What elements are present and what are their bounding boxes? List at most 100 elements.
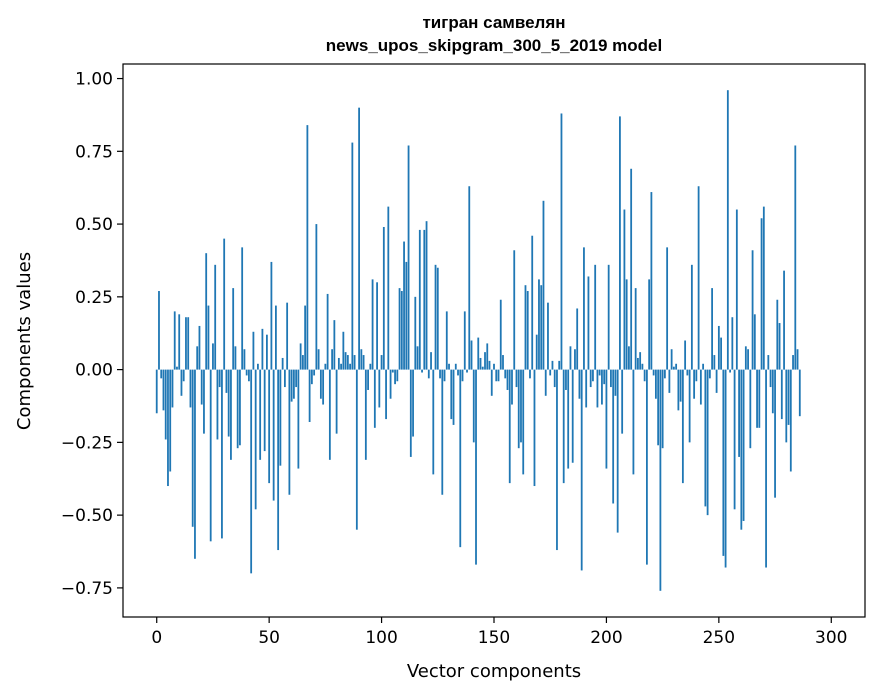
bar [663,369,666,379]
bar [221,369,223,539]
bar [634,288,637,370]
bar [549,369,552,376]
bar [520,369,522,443]
bar [333,320,336,370]
bar [283,369,286,388]
bar [212,343,214,370]
bar [499,299,502,370]
bar [751,250,754,370]
bar [681,369,684,484]
bar [436,267,439,370]
x-tick-label: 100 [365,628,397,648]
bar [648,279,651,370]
bar [668,369,671,393]
bar [425,221,428,370]
bar [488,360,491,370]
bar [421,369,423,373]
bar [587,276,590,370]
bar [243,349,246,370]
bar [155,369,158,414]
bar [331,349,334,370]
bar [340,363,342,370]
bar [344,352,347,370]
bar [621,369,624,434]
bar [373,369,376,428]
bar [371,279,374,370]
bar [612,369,615,504]
bar [463,311,466,370]
bar [508,369,511,484]
bar [315,224,318,370]
bar [279,369,282,466]
bar [434,264,437,370]
bar [191,369,194,527]
x-tick-label: 300 [815,628,847,648]
bar [457,369,459,376]
bar [461,369,464,382]
bar [753,314,756,370]
bar [762,206,765,370]
x-axis-label: Vector components [407,661,581,682]
bar [203,369,205,434]
bar [196,346,199,370]
bar [765,369,767,568]
bar [414,296,417,370]
bar [448,363,450,370]
x-tick-label: 150 [478,628,510,648]
bar [450,369,453,420]
bar [288,369,291,495]
chart-subtitle: news_upos_skipgram_300_5_2019 model [326,36,662,55]
bar [792,355,794,370]
bar [176,366,178,370]
bar [735,209,738,370]
bar [605,369,608,469]
bar [490,369,493,396]
bar [362,355,365,370]
bar [484,352,486,370]
bar [466,369,468,373]
bar [313,369,316,376]
bar [616,369,619,533]
bar [263,369,266,452]
bar [194,369,196,559]
x-tick-label: 50 [258,628,280,648]
bar [610,369,612,388]
bar [430,352,432,370]
bar [385,369,387,420]
bar [180,369,183,396]
bar [756,369,758,428]
bar [789,369,792,472]
bar [661,369,664,449]
bar [603,369,606,385]
bar [747,349,749,370]
bar [351,142,354,370]
bar [178,314,181,370]
bar [342,331,345,370]
bar [239,369,241,446]
bar [796,349,799,370]
bar [250,369,253,574]
bar [767,355,770,370]
bar [535,334,538,370]
bar [497,369,500,382]
bar [216,369,219,440]
bar [585,369,588,408]
bar [468,186,471,370]
bar [234,346,237,370]
bar [391,369,394,373]
y-tick-label: 0.00 [75,361,113,381]
y-tick-label: 0.75 [75,142,113,162]
bar [724,369,727,568]
bar [349,363,351,370]
bar [295,369,298,388]
y-tick-label: −0.75 [61,579,113,599]
chart-title: тигран самвелян [422,13,565,32]
bar [306,125,309,370]
bar [236,369,239,449]
bar [720,337,722,370]
bar [684,340,687,370]
bar [358,107,360,370]
bar [558,360,561,370]
bar [472,369,475,443]
x-axis: 0 50 100 150 200 250 300 [151,617,847,648]
